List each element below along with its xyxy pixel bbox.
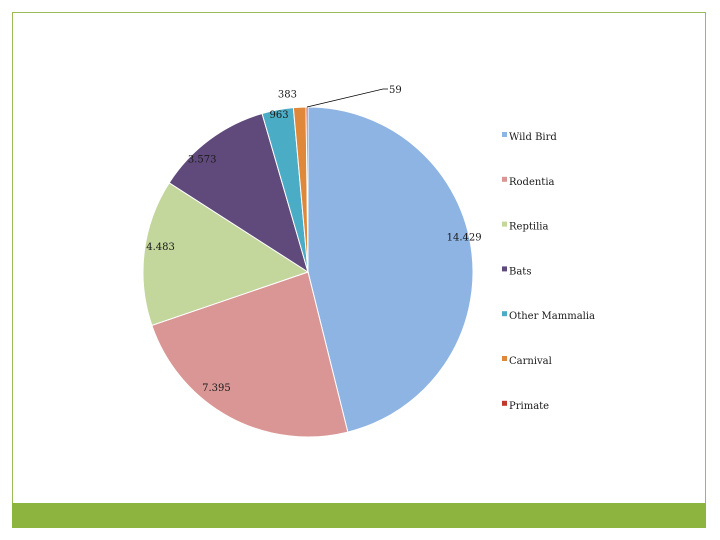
data-labels: 14.429 7.395 4.483 3.573 963 383 59: [146, 85, 481, 394]
legend-label-primate: Primate: [509, 401, 549, 412]
leader-lines: [306, 88, 388, 108]
legend-swatch-wild-bird: [502, 132, 507, 137]
data-label-other-mammalia: 963: [270, 110, 289, 121]
pie-slices: [142, 106, 474, 438]
legend-swatch-carnival: [502, 356, 507, 361]
legend-swatch-primate: [502, 400, 507, 406]
pie-slice-wild-bird: [307, 106, 474, 433]
data-label-rodentia: 7.395: [202, 383, 231, 394]
data-label-primate: 59: [389, 85, 402, 96]
data-label-reptilia: 4.483: [146, 242, 175, 253]
data-label-carnival: 383: [278, 89, 297, 100]
legend-swatch-reptilia: [502, 221, 507, 227]
pie-slice-rodentia: [151, 271, 349, 438]
legend-label-reptilia: Reptilia: [509, 222, 548, 233]
legend-swatch-rodentia: [502, 176, 507, 182]
legend-label-carnival: Carnival: [509, 356, 552, 367]
legend-label-other-mammalia: Other Mammalia: [509, 311, 595, 322]
pie-slice-reptilia: [142, 182, 310, 326]
legend-label-rodentia: Rodentia: [509, 177, 555, 188]
legend-label-wild-bird: Wild Bird: [509, 132, 557, 143]
data-label-wild-bird: 14.429: [447, 232, 482, 243]
legend-label-bats: Bats: [509, 266, 531, 277]
legend: Wild Bird Rodentia Reptilia Bats Other Mamma…: [502, 132, 595, 412]
legend-swatch-bats: [502, 266, 507, 272]
data-label-bats: 3.573: [188, 155, 217, 166]
legend-swatch-other-mammalia: [502, 311, 507, 317]
footer-bar: [12, 503, 706, 528]
leader-line-primate: [306, 88, 388, 108]
